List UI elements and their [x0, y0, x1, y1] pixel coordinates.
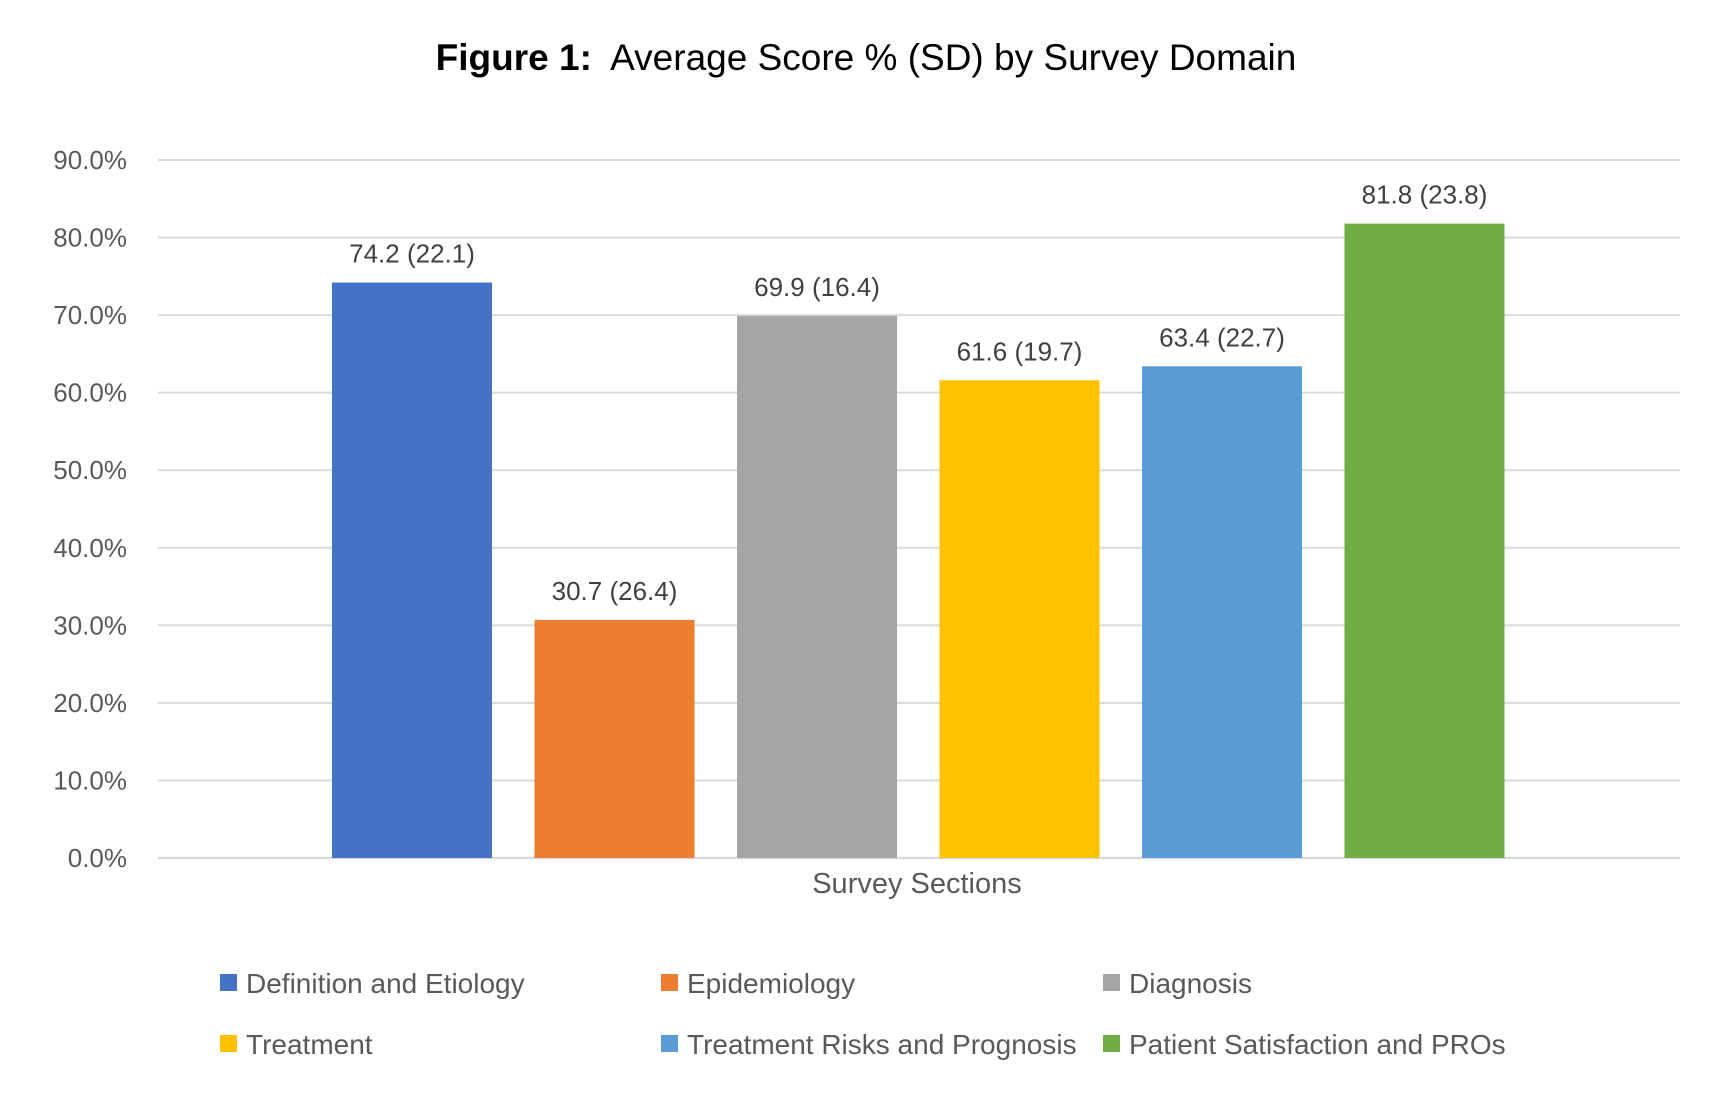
- y-tick-label: 30.0%: [53, 610, 127, 640]
- legend-label: Epidemiology: [687, 968, 855, 999]
- y-tick-label: 60.0%: [53, 378, 127, 408]
- chart-title-prefix: Figure 1:: [436, 37, 592, 78]
- y-tick-label: 90.0%: [53, 145, 127, 175]
- data-label: 63.4 (22.7): [1159, 322, 1285, 352]
- legend-swatch: [661, 1035, 678, 1052]
- legend-swatch: [1103, 1035, 1120, 1052]
- legend-swatch: [1103, 974, 1120, 991]
- legend-swatch: [661, 974, 678, 991]
- y-tick-label: 70.0%: [53, 300, 127, 330]
- legend-label: Treatment: [246, 1029, 373, 1060]
- bar: [332, 282, 492, 858]
- y-tick-label: 0.0%: [68, 843, 127, 873]
- legend-label: Patient Satisfaction and PROs: [1129, 1029, 1506, 1060]
- bar: [1142, 366, 1302, 858]
- chart-title-text: Average Score % (SD) by Survey Domain: [610, 37, 1296, 78]
- bars: [332, 223, 1505, 858]
- y-tick-label: 20.0%: [53, 688, 127, 718]
- data-label: 69.9 (16.4): [754, 272, 880, 302]
- data-label: 30.7 (26.4): [552, 576, 678, 606]
- legend-label: Diagnosis: [1129, 968, 1252, 999]
- bar: [1344, 223, 1505, 858]
- data-label: 61.6 (19.7): [957, 336, 1083, 366]
- legend-label: Treatment Risks and Prognosis: [687, 1029, 1077, 1060]
- bar: [939, 380, 1100, 858]
- x-axis-title: Survey Sections: [812, 868, 1022, 900]
- chart-title: Figure 1: Average Score % (SD) by Survey…: [436, 37, 1297, 78]
- data-labels: 74.2 (22.1) 30.7 (26.4) 69.9 (16.4) 61.6 (1…: [349, 180, 1487, 606]
- legend-label: Definition and Etiology: [246, 968, 525, 999]
- y-tick-label: 80.0%: [53, 223, 127, 253]
- legend-swatch: [220, 1035, 237, 1052]
- bar: [737, 315, 897, 858]
- data-label: 81.8 (23.8): [1362, 180, 1488, 210]
- y-tick-label: 10.0%: [53, 765, 127, 795]
- y-tick-label: 50.0%: [53, 455, 127, 485]
- bar: [534, 619, 695, 858]
- legend: Definition and Etiology Epidemiology Diagn…: [220, 968, 1506, 1060]
- y-axis-tick-labels: 0.0% 10.0% 20.0% 30.0% 40.0% 50.0% 60.0% 70.0% 8…: [53, 145, 127, 873]
- data-label: 74.2 (22.1): [349, 239, 475, 269]
- y-tick-label: 40.0%: [53, 533, 127, 563]
- legend-swatch: [220, 974, 237, 991]
